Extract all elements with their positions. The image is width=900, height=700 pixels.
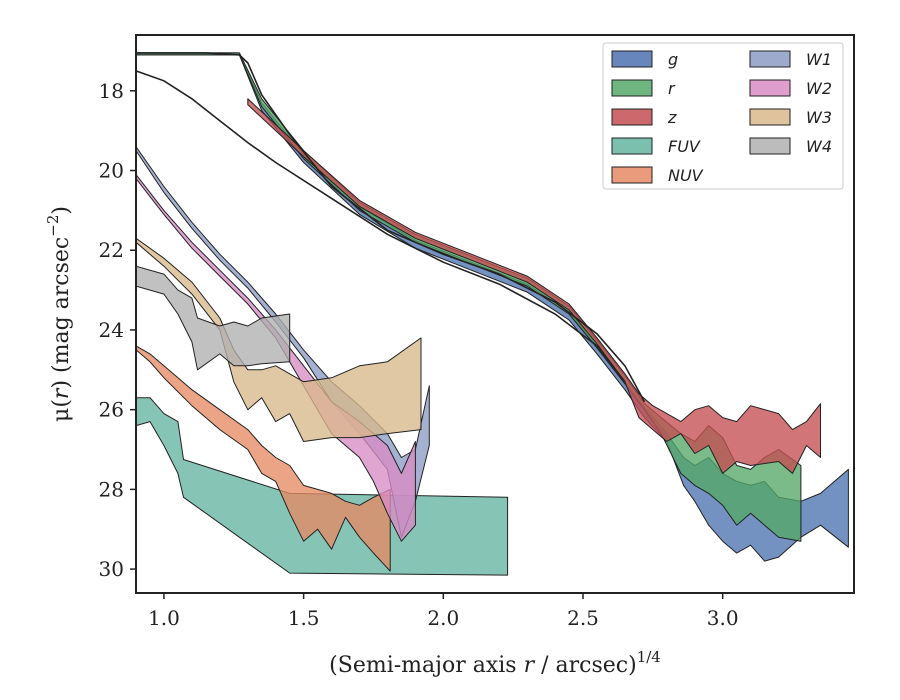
y-tick-label: 28 <box>99 477 124 501</box>
y-axis: 18 20 22 24 26 28 30 <box>99 79 136 581</box>
legend-swatch-nuv <box>611 166 653 184</box>
x-tick-label: 1.5 <box>288 606 320 630</box>
band-layer <box>136 52 849 576</box>
y-tick-label: 22 <box>99 238 124 262</box>
x-tick-label: 3.0 <box>707 606 739 630</box>
y-tick-label: 18 <box>99 79 124 103</box>
band-fuv <box>136 397 509 576</box>
band-nuv <box>136 345 391 572</box>
profile-curve-2 <box>136 70 626 383</box>
profile-curve-1 <box>136 52 646 403</box>
legend-label-nuv: NUV <box>668 166 704 185</box>
y-tick-label: 20 <box>99 159 124 183</box>
legend-swatch-g <box>611 50 653 68</box>
band-z <box>247 98 821 474</box>
profile-curve-layer <box>136 52 646 403</box>
band-w1 <box>136 146 430 538</box>
legend: grz FUV NUV W1 W2 W3 W4 <box>602 42 844 190</box>
legend-label-z: z <box>667 108 677 127</box>
legend-label-w1: W1 <box>806 50 832 69</box>
legend-label-w4: W4 <box>806 137 832 156</box>
legend-swatch-z <box>611 108 653 126</box>
legend-label-r: r <box>668 79 676 98</box>
legend-swatch-r <box>611 79 653 97</box>
y-tick-label: 30 <box>99 557 124 581</box>
legend-swatch-w3 <box>749 108 791 126</box>
legend-label-w3: W3 <box>806 108 832 127</box>
band-w2 <box>136 174 416 542</box>
legend-label-w2: W2 <box>806 79 832 98</box>
x-axis: 1.0 1.5 2.0 2.5 3.0 <box>148 593 739 630</box>
plot-frame <box>135 34 855 594</box>
y-tick-label: 24 <box>99 318 124 342</box>
x-tick-label: 2.0 <box>427 606 459 630</box>
legend-label-g: g <box>668 50 678 69</box>
y-axis-label: μ(r) (mag arcsec−2) <box>44 206 74 422</box>
legend-swatch-fuv <box>611 137 653 155</box>
x-tick-label: 1.0 <box>148 606 180 630</box>
legend-swatch-w1 <box>749 50 791 68</box>
band-w4 <box>136 265 291 371</box>
legend-swatch-w4 <box>749 137 791 155</box>
legend-label-fuv: FUV <box>668 137 701 156</box>
x-axis-label: (Semi-major axis r / arcsec)1/4 <box>329 648 661 678</box>
y-tick-label: 26 <box>99 398 124 422</box>
x-tick-label: 2.5 <box>567 606 599 630</box>
legend-swatch-w2 <box>749 79 791 97</box>
